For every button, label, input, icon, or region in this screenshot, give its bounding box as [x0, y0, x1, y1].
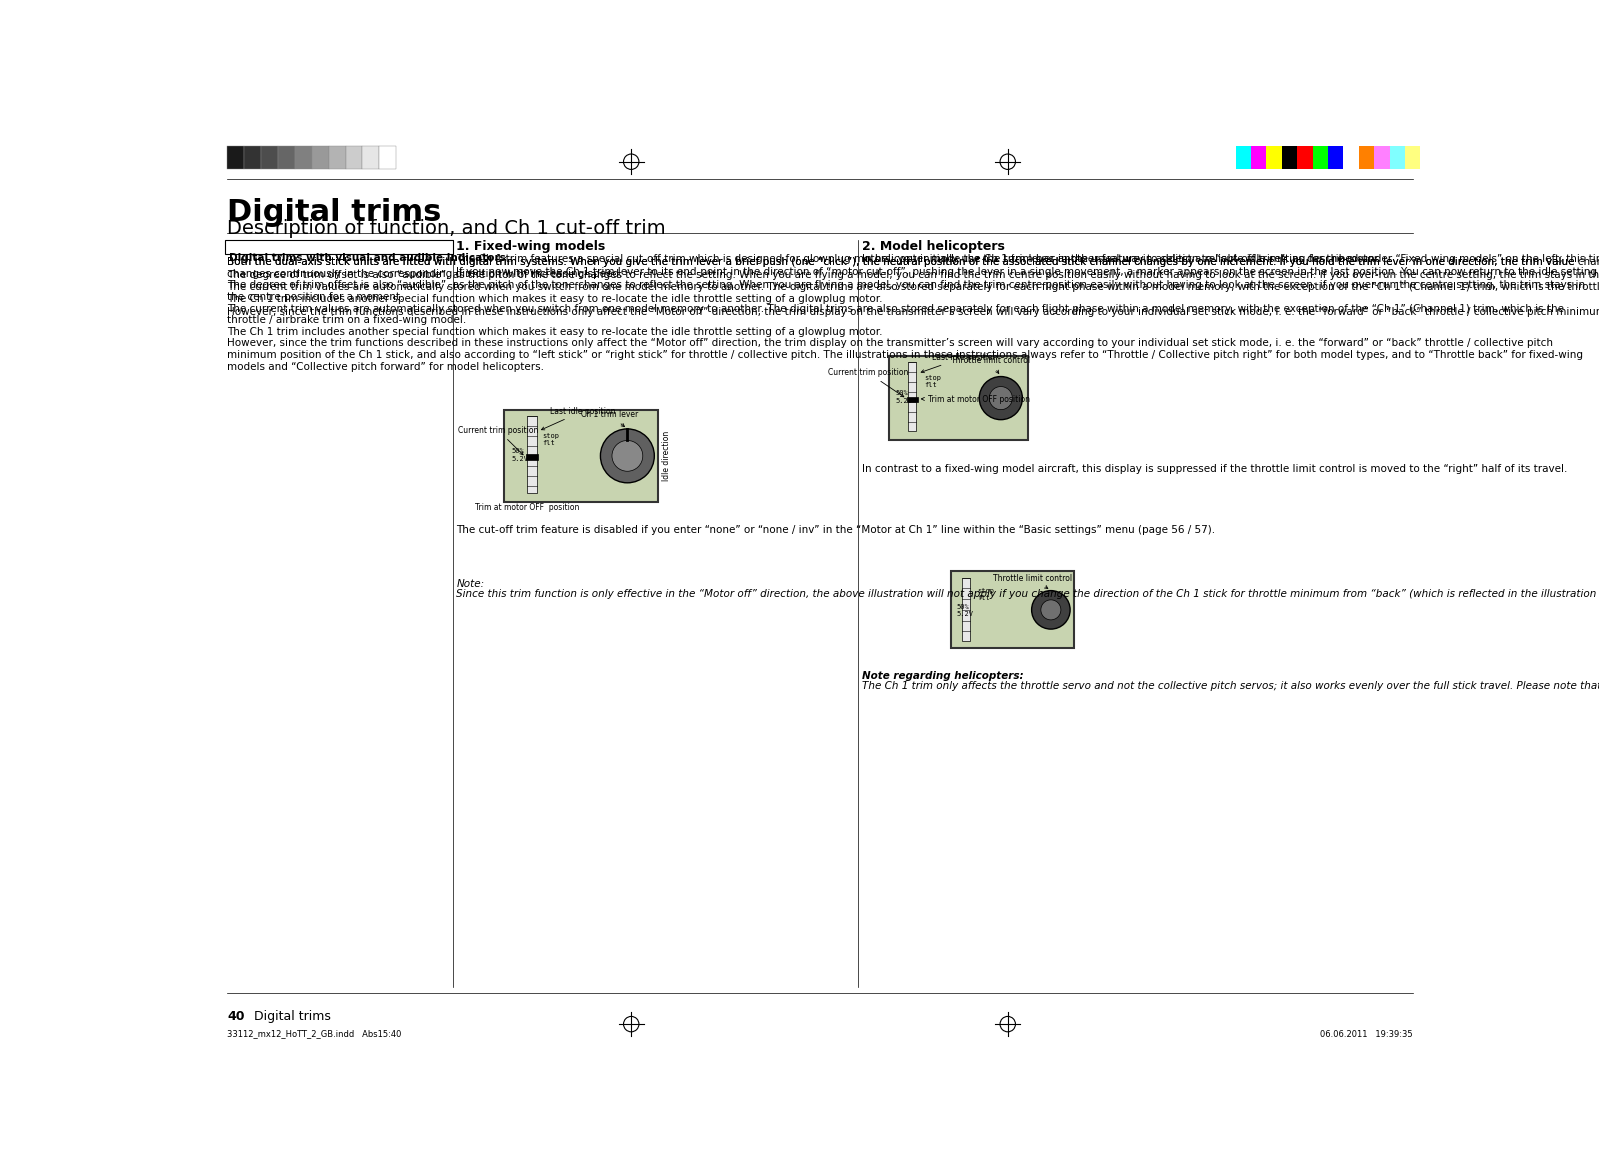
Text: 2. Model helicopters: 2. Model helicopters — [862, 241, 1006, 253]
Text: Digital trims: Digital trims — [254, 1010, 331, 1023]
Text: Digital trims with visual and audible indicators: Digital trims with visual and audible in… — [229, 252, 505, 263]
Text: stop
flt: stop flt — [542, 433, 560, 446]
Text: stop
flt: stop flt — [924, 375, 940, 388]
Text: Throttle limit control: Throttle limit control — [993, 573, 1073, 589]
Bar — [379, 146, 397, 169]
Bar — [1282, 146, 1297, 169]
Bar — [227, 146, 245, 169]
Text: 33112_mx12_HoTT_2_GB.indd   Abs15:40: 33112_mx12_HoTT_2_GB.indd Abs15:40 — [227, 1029, 401, 1038]
Text: Idle direction: Idle direction — [662, 431, 672, 481]
Bar — [312, 146, 329, 169]
Bar — [951, 571, 1075, 648]
Bar — [1343, 146, 1359, 169]
Bar — [1297, 146, 1313, 169]
Bar — [908, 362, 916, 431]
Bar — [1266, 146, 1282, 169]
Bar — [1250, 146, 1266, 169]
Circle shape — [600, 429, 654, 482]
Bar — [1329, 146, 1343, 169]
Text: 40: 40 — [227, 1010, 245, 1023]
Bar — [225, 241, 453, 255]
Bar — [294, 146, 312, 169]
Text: Since this trim function is only effective in the “Motor off” direction, the abo: Since this trim function is only effecti… — [456, 589, 1599, 599]
Bar — [528, 416, 537, 493]
Bar — [261, 146, 278, 169]
Text: Current trim position: Current trim position — [457, 426, 539, 454]
Bar — [329, 146, 345, 169]
Bar — [1359, 146, 1374, 169]
Circle shape — [979, 376, 1022, 419]
Text: The Ch 1 trim features a special cut-off trim which is designed for glowplug mot: The Ch 1 trim features a special cut-off… — [456, 255, 1599, 277]
Text: Last idle position: Last idle position — [921, 353, 998, 373]
Bar — [1236, 146, 1250, 169]
Bar — [907, 397, 918, 402]
Text: Both the dual-axis stick units are fitted with digital trim systems. When you gi: Both the dual-axis stick units are fitte… — [227, 257, 1585, 371]
Text: In contrast to a fixed-wing model aircraft, this display is suppressed if the th: In contrast to a fixed-wing model aircra… — [862, 464, 1567, 473]
Bar — [1406, 146, 1420, 169]
Circle shape — [612, 440, 643, 471]
Text: Both the dual-axis stick units are fitted with digital trim systems. When you gi: Both the dual-axis stick units are fitte… — [227, 257, 1599, 317]
Bar — [1390, 146, 1406, 169]
Text: 5.2V: 5.2V — [956, 611, 974, 618]
Text: Description of function, and Ch 1 cut-off trim: Description of function, and Ch 1 cut-of… — [227, 220, 665, 238]
Bar — [345, 146, 363, 169]
Text: Trim at motor OFF position: Trim at motor OFF position — [921, 395, 1030, 404]
Bar — [1374, 146, 1390, 169]
Text: Trim at motor OFF  position: Trim at motor OFF position — [475, 502, 579, 512]
Text: 1. Fixed-wing models: 1. Fixed-wing models — [456, 241, 606, 253]
Bar — [278, 146, 294, 169]
Text: 5.2V: 5.2V — [895, 398, 913, 404]
Text: 06.06.2011   19:39:35: 06.06.2011 19:39:35 — [1321, 1029, 1414, 1038]
Text: Note regarding helicopters:: Note regarding helicopters: — [862, 672, 1023, 681]
Text: Digital trims: Digital trims — [227, 197, 441, 227]
Text: 5.2V: 5.2V — [512, 456, 529, 461]
Text: Current trim position: Current trim position — [828, 368, 908, 397]
Text: 50%: 50% — [512, 449, 524, 454]
Text: Last idle position: Last idle position — [542, 406, 616, 430]
Bar — [526, 454, 537, 460]
Bar — [245, 146, 261, 169]
Text: 50%: 50% — [895, 390, 908, 396]
Text: Throttle limit control: Throttle limit control — [951, 356, 1030, 374]
Text: The cut-off trim feature is disabled if you enter “none” or “none / inv” in the : The cut-off trim feature is disabled if … — [456, 526, 1215, 535]
Circle shape — [1041, 600, 1060, 620]
Bar — [889, 356, 1028, 440]
Bar — [1313, 146, 1329, 169]
Text: Ch 1 trim lever: Ch 1 trim lever — [580, 410, 638, 426]
Bar — [363, 146, 379, 169]
Text: stop
flt: stop flt — [977, 589, 995, 602]
Text: In helicopter mode the Ch 1 trim has another feature in addition to “cut-off tri: In helicopter mode the Ch 1 trim has ano… — [862, 255, 1599, 264]
Circle shape — [1031, 591, 1070, 630]
Text: Note:: Note: — [456, 579, 484, 589]
Text: 50%: 50% — [956, 604, 969, 610]
Text: The Ch 1 trim only affects the throttle servo and not the collective pitch servo: The Ch 1 trim only affects the throttle … — [862, 681, 1599, 691]
Bar — [504, 410, 659, 502]
Circle shape — [990, 387, 1012, 410]
Bar — [963, 577, 971, 641]
